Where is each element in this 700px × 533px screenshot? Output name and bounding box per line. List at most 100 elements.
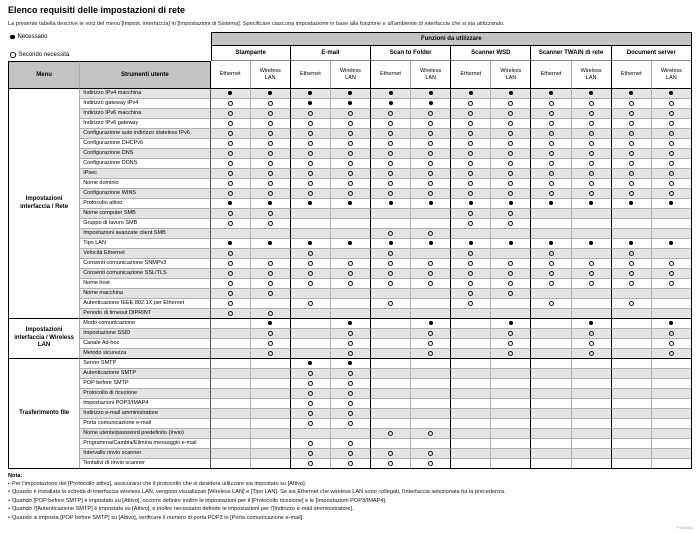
required-dot-icon bbox=[428, 201, 433, 206]
mark-cell bbox=[451, 449, 492, 459]
mark-cell bbox=[491, 389, 532, 399]
mark-cell bbox=[451, 289, 492, 299]
mark-cell bbox=[531, 219, 572, 229]
mark-cell bbox=[210, 229, 251, 239]
optional-dot-icon bbox=[628, 160, 634, 166]
mark-cell bbox=[210, 259, 251, 269]
mark-cell bbox=[491, 459, 532, 469]
row-label: Nome macchina bbox=[80, 289, 211, 299]
mark-cell bbox=[531, 319, 572, 329]
interface-header: Ethernet bbox=[531, 61, 572, 89]
mark-cell bbox=[330, 369, 372, 379]
mark-cell bbox=[371, 239, 412, 249]
mark-cell bbox=[250, 249, 291, 259]
required-dot-icon bbox=[629, 91, 634, 96]
mark-cell bbox=[611, 229, 652, 239]
optional-dot-icon bbox=[508, 270, 514, 276]
required-dot-icon bbox=[308, 241, 313, 246]
row-label: Impostazioni avanzate client SMB bbox=[80, 229, 211, 239]
optional-dot-icon bbox=[548, 140, 554, 146]
mark-cell bbox=[411, 239, 452, 249]
required-dot-icon bbox=[228, 241, 233, 246]
mark-cell bbox=[330, 409, 372, 419]
mark-cell bbox=[411, 319, 452, 329]
mark-cell bbox=[371, 419, 412, 429]
optional-dot-icon bbox=[227, 140, 233, 146]
row-label: Velocità Ethernet bbox=[80, 249, 211, 259]
page-code: F DH402 bbox=[676, 525, 693, 530]
mark-cell bbox=[250, 229, 291, 239]
optional-dot-icon bbox=[307, 450, 313, 456]
mark-cell bbox=[451, 339, 492, 349]
mark-cell bbox=[250, 329, 291, 339]
optional-dot-icon bbox=[307, 140, 313, 146]
table-row: Impostazioni avanzate client SMB bbox=[8, 229, 692, 239]
mark-cell bbox=[451, 309, 492, 319]
mark-cell bbox=[411, 409, 452, 419]
note-item: • Quando [POP before SMTP] è impostato su… bbox=[8, 497, 387, 504]
table-row: Tentativi di rinvio scanner bbox=[8, 459, 692, 469]
mark-cell bbox=[371, 379, 412, 389]
optional-dot-icon bbox=[227, 290, 233, 296]
table-body: Impostazioni interfaccia / Rete Indirizzo… bbox=[8, 89, 692, 469]
mark-cell bbox=[531, 279, 572, 289]
required-dot-icon bbox=[348, 91, 353, 96]
page-subtitle: La presente tabella descrive le voci del… bbox=[8, 21, 505, 27]
optional-dot-icon bbox=[307, 170, 313, 176]
required-dot-icon bbox=[428, 101, 433, 106]
mark-cell bbox=[330, 249, 372, 259]
row-label: Autenticazione IEEE 802.1X per Ethernet bbox=[80, 299, 211, 309]
mark-cell bbox=[651, 419, 692, 429]
mark-cell bbox=[491, 139, 532, 149]
optional-dot-icon bbox=[468, 120, 474, 126]
table-row: Programma/Cambia/Elimina messaggio e-mai… bbox=[8, 439, 692, 449]
optional-dot-icon bbox=[668, 100, 674, 106]
optional-dot-icon bbox=[548, 110, 554, 116]
optional-dot-icon bbox=[267, 260, 273, 266]
table-row: Configurazione WINS bbox=[8, 189, 692, 199]
table-row: Indirizzo gateway IPv4 bbox=[8, 99, 692, 109]
optional-dot-icon bbox=[428, 280, 434, 286]
mark-cell bbox=[210, 279, 251, 289]
optional-dot-icon bbox=[347, 400, 353, 406]
mark-cell bbox=[491, 309, 532, 319]
mark-cell bbox=[250, 209, 291, 219]
table-row: Periodo di timeout DIPRINT bbox=[8, 309, 692, 319]
mark-cell bbox=[330, 419, 372, 429]
mark-cell bbox=[371, 409, 412, 419]
mark-cell bbox=[250, 409, 291, 419]
note-item: • Per l'impostazione del [Protocollo atti… bbox=[8, 481, 307, 487]
optional-dot-icon bbox=[267, 140, 273, 146]
mark-cell bbox=[491, 409, 532, 419]
optional-dot-icon bbox=[628, 280, 634, 286]
optional-dot-icon bbox=[347, 170, 353, 176]
row-label: Tipo LAN bbox=[80, 239, 211, 249]
mark-cell bbox=[451, 239, 492, 249]
optional-dot-icon bbox=[267, 100, 273, 106]
optional-dot-icon bbox=[668, 170, 674, 176]
row-label: Indirizzo IPv4 macchina bbox=[80, 89, 211, 99]
mark-cell bbox=[611, 409, 652, 419]
row-label: Modo comunicazione bbox=[80, 319, 211, 329]
optional-dot-icon bbox=[588, 110, 594, 116]
optional-dot-icon bbox=[628, 100, 634, 106]
legend-optional: Secondo necessità bbox=[10, 52, 211, 58]
optional-dot-icon bbox=[267, 190, 273, 196]
mark-cell bbox=[411, 429, 452, 439]
mark-cell bbox=[651, 289, 692, 299]
optional-dot-icon bbox=[227, 300, 233, 306]
legend: Necessario Secondo necessità bbox=[8, 33, 211, 60]
mark-cell bbox=[531, 239, 572, 249]
optional-dot-icon bbox=[548, 260, 554, 266]
optional-dot-icon bbox=[307, 420, 313, 426]
mark-cell bbox=[451, 409, 492, 419]
mark-cell bbox=[611, 89, 652, 99]
required-dot-icon bbox=[308, 201, 313, 206]
function-header: E-mail bbox=[290, 46, 372, 61]
mark-cell bbox=[411, 389, 452, 399]
mark-cell bbox=[571, 299, 612, 309]
mark-cell bbox=[531, 139, 572, 149]
optional-dot-icon bbox=[548, 180, 554, 186]
mark-cell bbox=[571, 99, 612, 109]
optional-dot-icon bbox=[548, 150, 554, 156]
